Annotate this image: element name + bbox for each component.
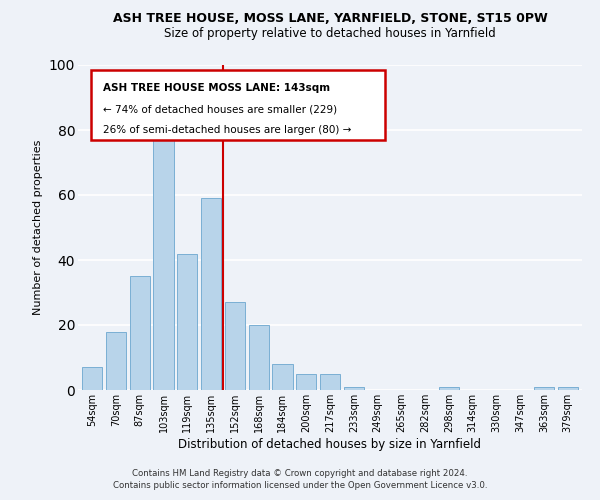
Bar (557, 387, 578, 390)
Bar (439, 387, 459, 390)
FancyBboxPatch shape (91, 70, 385, 140)
Text: Size of property relative to detached houses in Yarnfield: Size of property relative to detached ho… (164, 28, 496, 40)
Bar (344, 387, 364, 390)
Bar (296, 374, 316, 390)
Text: Contains HM Land Registry data © Crown copyright and database right 2024.: Contains HM Land Registry data © Crown c… (132, 468, 468, 477)
Bar (130, 276, 150, 390)
X-axis label: Distribution of detached houses by size in Yarnfield: Distribution of detached houses by size … (179, 438, 482, 450)
Text: ASH TREE HOUSE MOSS LANE: 143sqm: ASH TREE HOUSE MOSS LANE: 143sqm (103, 83, 331, 93)
Bar (248, 325, 269, 390)
Text: ASH TREE HOUSE, MOSS LANE, YARNFIELD, STONE, ST15 0PW: ASH TREE HOUSE, MOSS LANE, YARNFIELD, ST… (113, 12, 547, 26)
Y-axis label: Number of detached properties: Number of detached properties (33, 140, 43, 315)
Text: Contains public sector information licensed under the Open Government Licence v3: Contains public sector information licen… (113, 481, 487, 490)
Bar (201, 198, 221, 390)
Bar (154, 117, 173, 390)
Bar (106, 332, 126, 390)
Bar (177, 254, 197, 390)
Text: ← 74% of detached houses are smaller (229): ← 74% of detached houses are smaller (22… (103, 104, 337, 114)
Bar (534, 387, 554, 390)
Bar (272, 364, 293, 390)
Bar (225, 302, 245, 390)
Bar (82, 367, 103, 390)
Bar (320, 374, 340, 390)
Text: 26% of semi-detached houses are larger (80) →: 26% of semi-detached houses are larger (… (103, 125, 352, 135)
